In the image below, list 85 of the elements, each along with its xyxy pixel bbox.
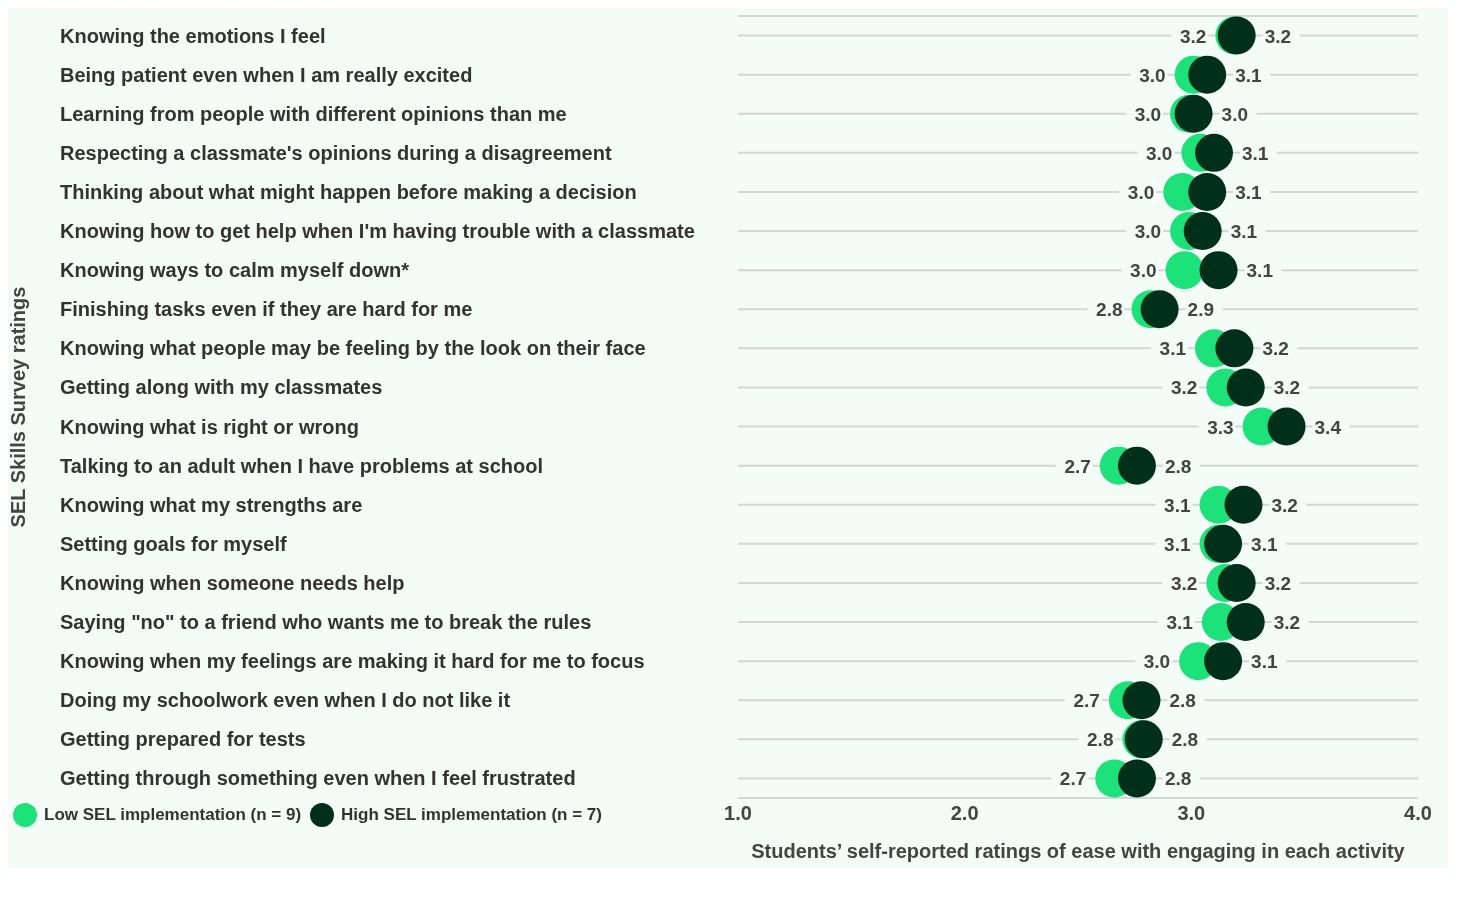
data-label: 2.8 (1096, 299, 1123, 321)
y-tick-label: Getting prepared for tests (60, 728, 306, 751)
x-tick-label: 3.0 (1177, 802, 1206, 825)
data-label: 2.7 (1064, 455, 1091, 477)
y-tick-label: Respecting a classmate's opinions during a disagreement (60, 141, 612, 164)
data-label: 3.2 (1170, 377, 1198, 399)
y-tick-label: Knowing what is right or wrong (60, 415, 359, 438)
data-label: 3.2 (1273, 612, 1301, 634)
data-label: 3.2 (1273, 377, 1301, 399)
data-label: 2.8 (1171, 729, 1199, 751)
y-tick-label: Knowing what people may be feeling by the look on their face (60, 337, 646, 360)
y-tick-label: Finishing tasks even if they are hard for me (60, 298, 473, 321)
y-tick-label: Being patient even when I am really excited (60, 63, 473, 86)
data-label: 3.2 (1262, 338, 1289, 360)
point (1165, 251, 1204, 290)
x-tick-label: 4.0 (1404, 802, 1432, 825)
y-tick-label: Getting through something even when I feel frustrated (60, 767, 576, 790)
data-label: 2.9 (1187, 299, 1215, 321)
data-label: 3.2 (1264, 25, 1292, 47)
point (1204, 642, 1243, 681)
point (1117, 759, 1156, 798)
point (1117, 446, 1156, 485)
x-tick-label: 2.0 (950, 802, 979, 825)
y-tick-label: Knowing ways to calm myself down* (60, 259, 410, 282)
data-label: 3.0 (1143, 651, 1171, 673)
legend-label: Low SEL implementation (n = 9) (44, 805, 302, 825)
data-label: 3.2 (1271, 494, 1298, 516)
point (1140, 290, 1179, 329)
data-label: 3.1 (1164, 494, 1191, 516)
data-label: 3.2 (1264, 572, 1292, 594)
data-label: 3.3 (1207, 416, 1234, 438)
point (1215, 329, 1254, 368)
point (1122, 681, 1161, 720)
data-label: 2.7 (1073, 690, 1100, 712)
data-label: 3.2 (1170, 572, 1198, 594)
data-label: 3.0 (1130, 260, 1157, 282)
y-tick-label: Knowing how to get help when I'm having trouble with a classmate (60, 220, 695, 243)
data-label: 3.2 (1179, 25, 1207, 47)
data-label: 3.1 (1246, 260, 1274, 282)
data-label: 3.0 (1145, 142, 1173, 164)
point (1195, 133, 1233, 172)
x-axis-title: Students’ self-reported ratings of ease with engaging in each activity (751, 840, 1406, 862)
data-label: 3.0 (1139, 64, 1166, 86)
data-label: 2.7 (1059, 768, 1087, 790)
data-label: 3.1 (1230, 221, 1258, 243)
data-label: 3.0 (1134, 221, 1162, 243)
point (1188, 55, 1227, 94)
y-tick-label: Setting goals for myself (60, 532, 288, 555)
data-label: 3.1 (1251, 651, 1278, 673)
data-label: 3.1 (1251, 533, 1278, 555)
y-tick-label: Thinking about what might happen before making a decision (60, 180, 637, 203)
data-label: 3.1 (1166, 612, 1194, 634)
point (1226, 603, 1265, 642)
point (1183, 212, 1222, 251)
data-label: 2.8 (1164, 455, 1192, 477)
data-label: 3.1 (1235, 64, 1263, 86)
point (1199, 251, 1238, 290)
data-label: 3.1 (1235, 181, 1263, 203)
point (1267, 407, 1306, 446)
point (1188, 172, 1227, 211)
point (1217, 563, 1256, 602)
data-label: 2.8 (1164, 768, 1192, 790)
y-tick-label: Knowing when someone needs help (60, 571, 405, 594)
y-tick-label: Knowing when my feelings are making it hard for me to focus (60, 650, 645, 673)
data-label: 3.0 (1134, 103, 1162, 125)
point (1224, 485, 1263, 524)
y-tick-label: Learning from people with different opinions than me (60, 102, 567, 125)
y-tick-label: Knowing the emotions I feel (60, 24, 326, 47)
point (1226, 368, 1265, 407)
y-axis-title: SEL Skills Survey ratings (7, 286, 30, 528)
data-label: 2.8 (1169, 690, 1196, 712)
x-tick-label: 1.0 (724, 802, 752, 825)
data-label: 3.0 (1221, 103, 1249, 125)
y-tick-label: Getting along with my classmates (60, 376, 383, 399)
data-label: 3.4 (1314, 416, 1342, 438)
y-tick-label: Doing my schoolwork even when I do not like it (60, 689, 511, 712)
data-label: 3.0 (1127, 181, 1155, 203)
legend-label: High SEL implementation (n = 7) (341, 805, 602, 825)
y-tick-label: Saying "no" to a friend who wants me to break the rules (60, 611, 592, 634)
y-tick-label: Knowing what my strengths are (60, 493, 363, 516)
data-label: 3.1 (1159, 338, 1187, 360)
data-label: 2.8 (1087, 729, 1114, 751)
data-label: 3.1 (1164, 533, 1191, 555)
y-tick-label: Talking to an adult when I have problems at school (60, 454, 544, 477)
data-label: 3.1 (1242, 142, 1269, 164)
